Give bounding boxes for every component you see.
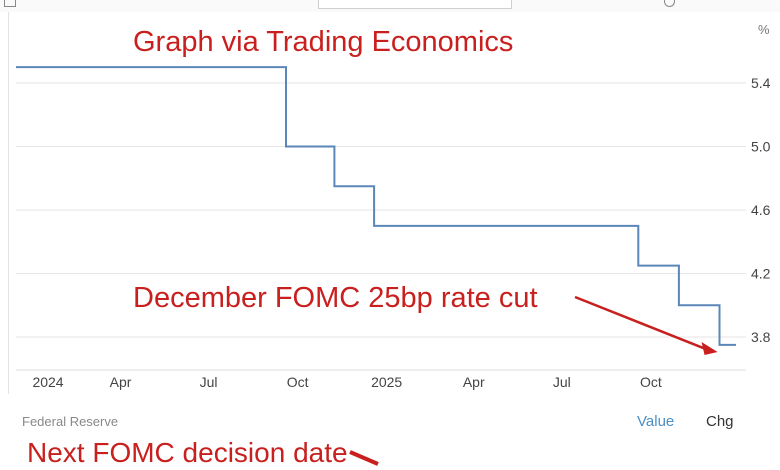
chart-panel <box>8 12 773 394</box>
x-tick-label: 2025 <box>371 374 402 390</box>
x-tick-label: Jul <box>553 374 571 390</box>
user-icon[interactable] <box>664 0 675 7</box>
unit-label: % <box>758 22 770 37</box>
annotation-arrows <box>574 295 718 355</box>
x-tick-label: Jul <box>200 374 218 390</box>
value-toggle[interactable]: Value <box>637 413 675 430</box>
x-tick-label: 2024 <box>32 374 63 390</box>
rate-chart: 2024 Apr Jul Oct 2025 Apr Jul Oct 3.8 4.2 4.6 5.0 5… <box>16 66 771 390</box>
source-label: Federal Reserve <box>22 414 119 429</box>
next-decision-arrow-layer <box>349 450 379 466</box>
x-tick-label: Apr <box>110 374 132 390</box>
next-decision-annotation: Next FOMC decision date <box>27 437 348 468</box>
y-tick-label: 3.8 <box>751 329 771 345</box>
y-axis-ticks: 3.8 4.2 4.6 5.0 5.4 <box>751 75 771 345</box>
x-axis-ticks: 2024 Apr Jul Oct 2025 Apr Jul Oct <box>32 374 661 390</box>
top-search-box[interactable] <box>318 0 512 9</box>
y-tick-label: 4.2 <box>751 266 771 282</box>
x-tick-label: Oct <box>640 374 662 390</box>
chg-toggle[interactable]: Chg <box>706 413 734 430</box>
menu-icon[interactable] <box>4 0 16 7</box>
title-annotation: Graph via Trading Economics <box>133 26 514 58</box>
rate-cut-arrow <box>574 295 707 351</box>
browser-top-strip <box>0 0 780 12</box>
y-tick-label: 4.6 <box>751 202 771 218</box>
y-tick-label: 5.4 <box>751 75 771 91</box>
next-decision-arrow <box>349 450 379 466</box>
rate-cut-annotation: December FOMC 25bp rate cut <box>133 282 538 314</box>
x-tick-label: Oct <box>287 374 309 390</box>
rate-line <box>16 66 736 346</box>
y-tick-label: 5.0 <box>751 139 771 155</box>
grid-lines <box>16 82 746 371</box>
rate-cut-arrowhead <box>701 341 718 355</box>
x-tick-label: Apr <box>463 374 485 390</box>
